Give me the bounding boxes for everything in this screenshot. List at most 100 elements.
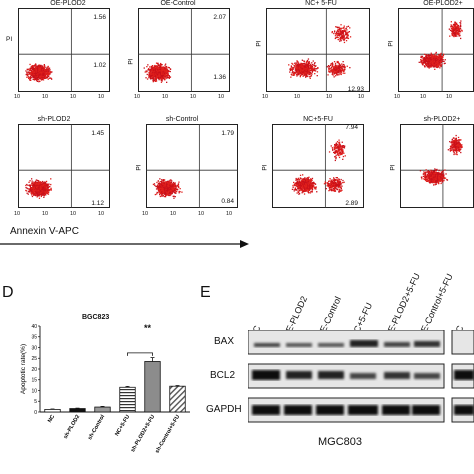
chart-title: BGC823 bbox=[82, 314, 110, 321]
tick-label: 10 bbox=[198, 211, 205, 217]
significance-bracket bbox=[127, 352, 153, 356]
flow-scatter bbox=[398, 8, 474, 92]
y-tick-label: 0 bbox=[34, 410, 37, 416]
tick-label: 10 bbox=[262, 94, 269, 100]
flow-panel: NC+5-FU 7.94 2.89 bbox=[272, 116, 364, 208]
quad-lower-right: 1.02 bbox=[93, 62, 106, 69]
flow-panel: sh-PLOD2+ bbox=[400, 116, 474, 208]
quad-lower-right: 12.93 bbox=[347, 86, 364, 93]
flow-panel-title: NC+5-FU bbox=[303, 116, 333, 123]
flow-scatter bbox=[18, 124, 110, 208]
y-tick-label: 20 bbox=[31, 367, 37, 373]
blot-strip-bcl2 bbox=[248, 363, 445, 389]
flow-scatter bbox=[400, 124, 474, 208]
quad-upper-right: 1.45 bbox=[91, 130, 104, 137]
pi-axis-label: PI bbox=[135, 164, 143, 171]
significance-marker: ** bbox=[144, 323, 152, 333]
flow-panel: NC+ 5-FU 12.93 bbox=[266, 0, 370, 93]
cell-line-label: MGC803 bbox=[318, 436, 363, 448]
quad-lower-right: 0.84 bbox=[221, 198, 234, 205]
tick-label: 10 bbox=[42, 211, 49, 217]
flow-panel-title: sh-PLOD2+ bbox=[423, 116, 461, 123]
western-blot bbox=[248, 330, 474, 423]
flow-panel-title: OE-PLOD2 bbox=[50, 0, 86, 7]
bax-bands bbox=[254, 340, 440, 347]
panel-d-letter: D bbox=[2, 284, 14, 301]
tick-label: 10 bbox=[14, 94, 21, 100]
flow-panel-title: sh-Control bbox=[165, 116, 199, 123]
panel-e-letter: E bbox=[200, 284, 211, 301]
blot-strip-bax-extra bbox=[451, 330, 474, 355]
quad-upper-right: 7.94 bbox=[345, 124, 358, 131]
pi-axis-label: PI bbox=[255, 40, 263, 47]
pi-axis-label: PI bbox=[6, 36, 13, 43]
tick-label: 10 bbox=[218, 94, 225, 100]
pi-axis-label: PI bbox=[389, 164, 397, 171]
quad-upper-right: 2.07 bbox=[213, 14, 226, 21]
tick-label: 10 bbox=[14, 211, 21, 217]
tick-label: 10 bbox=[134, 94, 141, 100]
blot-row-label: GAPDH bbox=[206, 404, 242, 415]
tick-label: 10 bbox=[394, 94, 401, 100]
pi-axis-label: PI bbox=[261, 164, 269, 171]
flow-panel-title: NC+ 5-FU bbox=[305, 0, 337, 7]
y-tick-label: 10 bbox=[31, 388, 37, 394]
flow-scatter bbox=[146, 124, 238, 208]
bar bbox=[169, 385, 186, 413]
quad-lower-right: 1.12 bbox=[91, 200, 104, 207]
flow-panel: sh-PLOD2 1.45 1.12 bbox=[18, 116, 110, 208]
tick-label: 10 bbox=[98, 211, 105, 217]
tick-label: 10 bbox=[226, 211, 233, 217]
y-tick-label: 35 bbox=[31, 335, 37, 341]
pi-axis-label: PI bbox=[127, 58, 135, 65]
flow-panel-title: OE-PLOD2+ bbox=[423, 0, 463, 7]
tick-label: 10 bbox=[98, 94, 105, 100]
blot-row-label: BAX bbox=[214, 336, 235, 347]
tick-label: 10 bbox=[70, 211, 77, 217]
tick-label: 10 bbox=[42, 94, 49, 100]
tick-label: 10 bbox=[70, 94, 77, 100]
y-tick-label: 30 bbox=[31, 345, 37, 351]
flow-scatter bbox=[272, 124, 364, 208]
category-label: NC bbox=[47, 414, 56, 424]
flow-panel: sh-Control 1.79 0.84 bbox=[146, 116, 238, 208]
blot-row-label: BCL2 bbox=[210, 370, 236, 381]
flow-scatter bbox=[266, 8, 370, 92]
tick-label: 10 bbox=[162, 94, 169, 100]
bar bbox=[94, 406, 111, 413]
category-label: sh-PLOD2+5-FU bbox=[130, 414, 156, 453]
annexin-axis-label: Annexin V-APC bbox=[10, 226, 79, 237]
flow-panel-title: OE-Control bbox=[160, 0, 196, 7]
tick-label: 10 bbox=[326, 94, 333, 100]
pi-axis-label: PI bbox=[387, 40, 395, 47]
y-tick-label: 25 bbox=[31, 356, 37, 362]
y-tick-label: 15 bbox=[31, 378, 37, 384]
bar-chart: 0 5 10 15 20 25 30 35 40 Apoptotic rate(%) NC sh-PL… bbox=[20, 324, 190, 454]
category-label: sh-Control+5-FU bbox=[154, 414, 181, 454]
bar bbox=[44, 409, 61, 413]
tick-label: 10 bbox=[294, 94, 301, 100]
flow-scatter bbox=[18, 8, 110, 92]
flow-scatter bbox=[138, 8, 230, 92]
blot-strip-bax bbox=[248, 330, 445, 355]
quad-lower-right: 2.89 bbox=[345, 200, 358, 207]
y-tick-label: 40 bbox=[31, 324, 37, 330]
tick-label: 10 bbox=[358, 94, 365, 100]
flow-panel: OE-PLOD2 1.56 1.02 bbox=[18, 0, 110, 92]
bar bbox=[119, 386, 136, 413]
y-tick-label: 5 bbox=[34, 399, 37, 405]
annexin-arrow bbox=[0, 240, 249, 248]
flow-panel: OE-Control 2.07 1.36 bbox=[138, 0, 230, 92]
tick-label: 10 bbox=[420, 94, 427, 100]
flow-panel: OE-PLOD2+ bbox=[398, 0, 474, 92]
tick-label: 10 bbox=[142, 211, 149, 217]
category-label: sh-Control bbox=[87, 414, 106, 441]
tick-label: 10 bbox=[190, 94, 197, 100]
blot-strip-gapdh bbox=[248, 397, 445, 423]
gapdh-bands bbox=[252, 405, 440, 415]
bar bbox=[69, 408, 86, 413]
bar bbox=[144, 361, 161, 413]
flow-panel-title: sh-PLOD2 bbox=[37, 116, 71, 123]
bcl2-bands bbox=[252, 370, 440, 380]
category-label: NC+5-FU bbox=[114, 414, 131, 437]
